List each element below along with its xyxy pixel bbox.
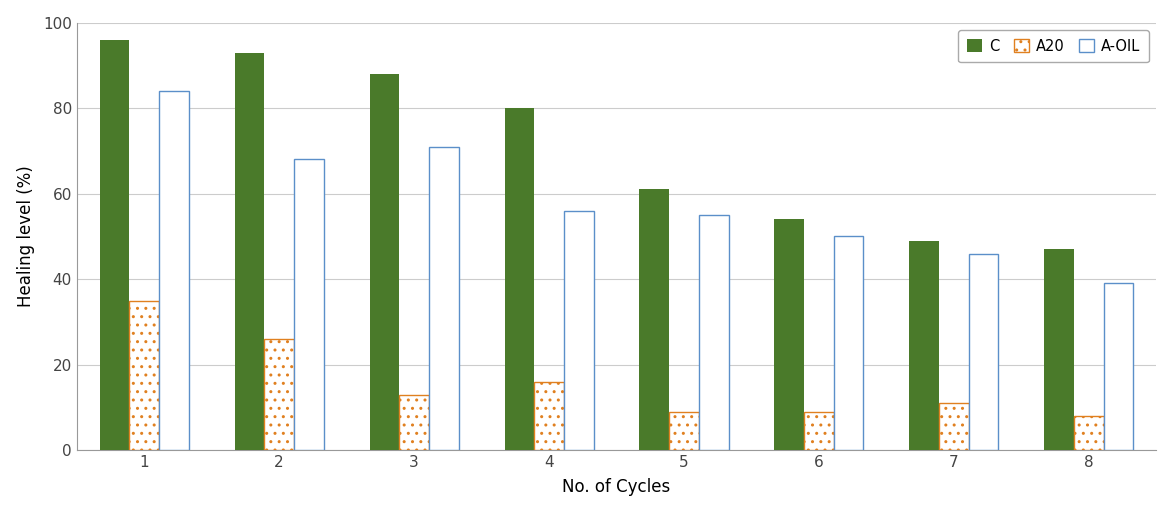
Bar xyxy=(534,382,564,450)
Bar xyxy=(805,411,834,450)
Legend: C, A20, A-OIL: C, A20, A-OIL xyxy=(958,30,1150,63)
Bar xyxy=(774,219,805,450)
Bar xyxy=(1104,283,1133,450)
Bar xyxy=(669,411,699,450)
Bar xyxy=(909,241,940,450)
Bar xyxy=(834,236,863,450)
Bar xyxy=(940,403,969,450)
Bar xyxy=(699,215,728,450)
Bar xyxy=(160,91,189,450)
Bar xyxy=(1044,249,1074,450)
Bar xyxy=(1074,416,1104,450)
Bar xyxy=(969,253,998,450)
Bar xyxy=(399,394,429,450)
Bar xyxy=(564,211,594,450)
Bar xyxy=(504,108,534,450)
Bar xyxy=(429,147,459,450)
Bar xyxy=(264,339,294,450)
Bar xyxy=(294,160,324,450)
Bar xyxy=(129,301,160,450)
Bar xyxy=(100,40,129,450)
Y-axis label: Healing level (%): Healing level (%) xyxy=(16,166,35,307)
Bar xyxy=(639,189,669,450)
Bar xyxy=(235,53,264,450)
X-axis label: No. of Cycles: No. of Cycles xyxy=(562,478,671,497)
Bar xyxy=(369,74,399,450)
